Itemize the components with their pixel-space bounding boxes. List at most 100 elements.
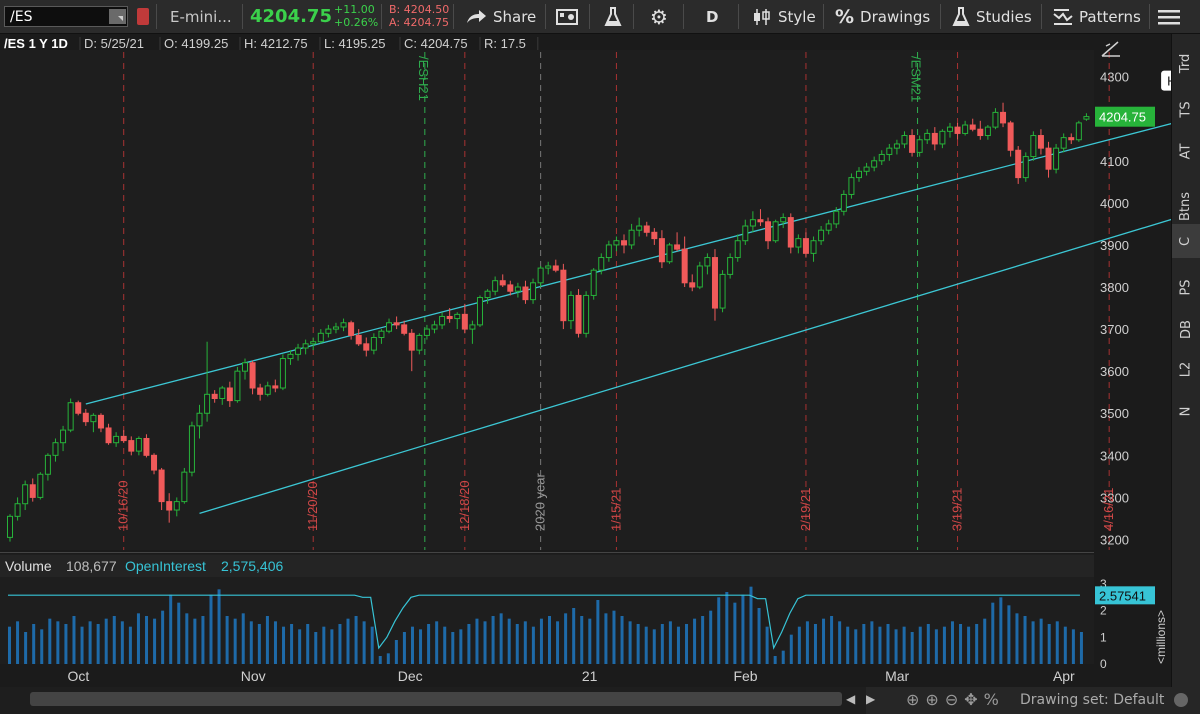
- volume-bar: [40, 629, 44, 664]
- price-chart[interactable]: /ES 1 Y 1D D: 5/25/21 O: 4199.25 H: 4212.75…: [0, 34, 1171, 687]
- share-button[interactable]: Share: [465, 0, 536, 33]
- candle-body: [52, 442, 59, 456]
- candle-body: [204, 393, 211, 414]
- volume-bar: [523, 621, 527, 664]
- candle-body: [507, 284, 514, 292]
- tab-ts[interactable]: TS: [1172, 91, 1200, 127]
- candle-body: [219, 387, 226, 400]
- volume-bar: [1015, 613, 1019, 664]
- candle-body: [1045, 147, 1052, 170]
- volume-bar: [604, 613, 608, 664]
- symbol-value: /ES: [10, 9, 33, 25]
- candle-body: [567, 294, 574, 322]
- volume-bar: [830, 616, 834, 664]
- candle-body: [711, 257, 718, 309]
- scroll-right-arrow[interactable]: ▶: [866, 692, 876, 706]
- pan-icon[interactable]: ✥: [964, 690, 984, 709]
- volume-bar: [894, 629, 898, 664]
- tab-ps[interactable]: PS: [1172, 268, 1200, 306]
- candle-body: [348, 322, 355, 336]
- tab-at[interactable]: AT: [1172, 133, 1200, 169]
- tab-n[interactable]: N: [1172, 391, 1200, 431]
- candle-body: [658, 238, 665, 263]
- candle-body: [393, 322, 400, 326]
- drawings-button[interactable]: % Drawings: [835, 0, 930, 33]
- period-button[interactable]: D: [706, 0, 718, 33]
- studies-button[interactable]: Studies: [952, 0, 1032, 33]
- zoom-controls[interactable]: ⊕⊕⊖✥%: [906, 690, 1005, 709]
- candle-body: [279, 358, 286, 389]
- flask-button[interactable]: [604, 0, 622, 33]
- tab-l2[interactable]: L2: [1172, 351, 1200, 387]
- candle-body: [583, 294, 590, 334]
- candle-body: [423, 328, 430, 336]
- scrollbar-thumb[interactable]: [30, 692, 842, 706]
- header-field-6: R: 17.5: [484, 36, 526, 51]
- chevron-down-icon: [118, 16, 123, 21]
- price-axis-label: 3800: [1100, 280, 1129, 295]
- volume-bar: [225, 616, 229, 664]
- header-field-3: H: 4212.75: [244, 36, 308, 51]
- volume-bar: [725, 592, 729, 664]
- volume-bar: [145, 616, 149, 664]
- candle-body: [173, 501, 180, 511]
- volume-bar: [88, 621, 92, 664]
- drawing-set-label[interactable]: Drawing set: Default: [1020, 692, 1165, 708]
- tab-db[interactable]: DB: [1172, 310, 1200, 348]
- candle-body: [499, 280, 506, 286]
- net-change: +11.00 +0.26%: [334, 3, 378, 29]
- zoom-in-icon[interactable]: ⊕: [925, 690, 945, 709]
- candle-body: [241, 362, 248, 372]
- status-indicator-icon: [1174, 693, 1188, 707]
- style-button[interactable]: Style: [752, 0, 816, 33]
- volume-bar: [8, 626, 11, 664]
- horizontal-scrollbar[interactable]: [0, 687, 866, 714]
- volume-bar: [56, 621, 60, 664]
- studies-flask-icon: [952, 6, 970, 26]
- percent-zoom-icon[interactable]: %: [983, 690, 1005, 709]
- volume-bar: [685, 624, 689, 664]
- candle-body: [946, 126, 953, 132]
- patterns-button[interactable]: Patterns: [1053, 0, 1141, 33]
- volume-bar: [967, 626, 971, 664]
- candle-body: [871, 160, 878, 168]
- candle-body: [401, 324, 408, 334]
- menu-button[interactable]: [1158, 0, 1180, 33]
- volume-bar: [781, 650, 785, 664]
- candle-body: [916, 139, 923, 153]
- candle-body: [545, 265, 552, 269]
- candle-body: [833, 210, 840, 225]
- candle-body: [439, 315, 446, 326]
- volume-bar: [241, 613, 245, 664]
- scroll-left-arrow[interactable]: ◀: [846, 692, 856, 706]
- tab-label: TS: [1178, 100, 1194, 118]
- link-flag-icon[interactable]: [137, 8, 149, 25]
- drawings-label: Drawings: [860, 7, 931, 26]
- zoom-out-icon[interactable]: ⊖: [944, 690, 965, 709]
- volume-axis-label: 2: [1100, 604, 1107, 618]
- crosshair-icon[interactable]: ⊕: [906, 690, 926, 709]
- volume-bar: [499, 613, 503, 664]
- chart-settings-button[interactable]: [556, 0, 578, 33]
- gear-button[interactable]: ⚙: [650, 0, 668, 33]
- hi-label: Hi: 4238.25: [1167, 74, 1171, 89]
- candle-body: [878, 153, 885, 162]
- symbol-dropdown-button[interactable]: [109, 9, 126, 24]
- candle-body: [651, 231, 658, 240]
- separator: [683, 4, 684, 29]
- candle-body: [802, 238, 809, 254]
- volume-bar: [1007, 605, 1011, 664]
- symbol-input[interactable]: /ES: [4, 6, 128, 27]
- tab-trd[interactable]: Trd: [1172, 46, 1200, 80]
- volume-bar: [193, 618, 197, 664]
- time-axis-label: Mar: [885, 668, 909, 684]
- candle-body: [681, 248, 688, 284]
- tab-c[interactable]: C: [1172, 224, 1200, 258]
- candle-body: [287, 353, 294, 360]
- candle-body: [431, 324, 438, 330]
- volume-bar: [813, 624, 817, 664]
- volume-bar: [64, 624, 68, 664]
- percent-icon: %: [835, 5, 855, 28]
- change-value: +11.00: [334, 3, 375, 16]
- volume-bar: [822, 618, 826, 664]
